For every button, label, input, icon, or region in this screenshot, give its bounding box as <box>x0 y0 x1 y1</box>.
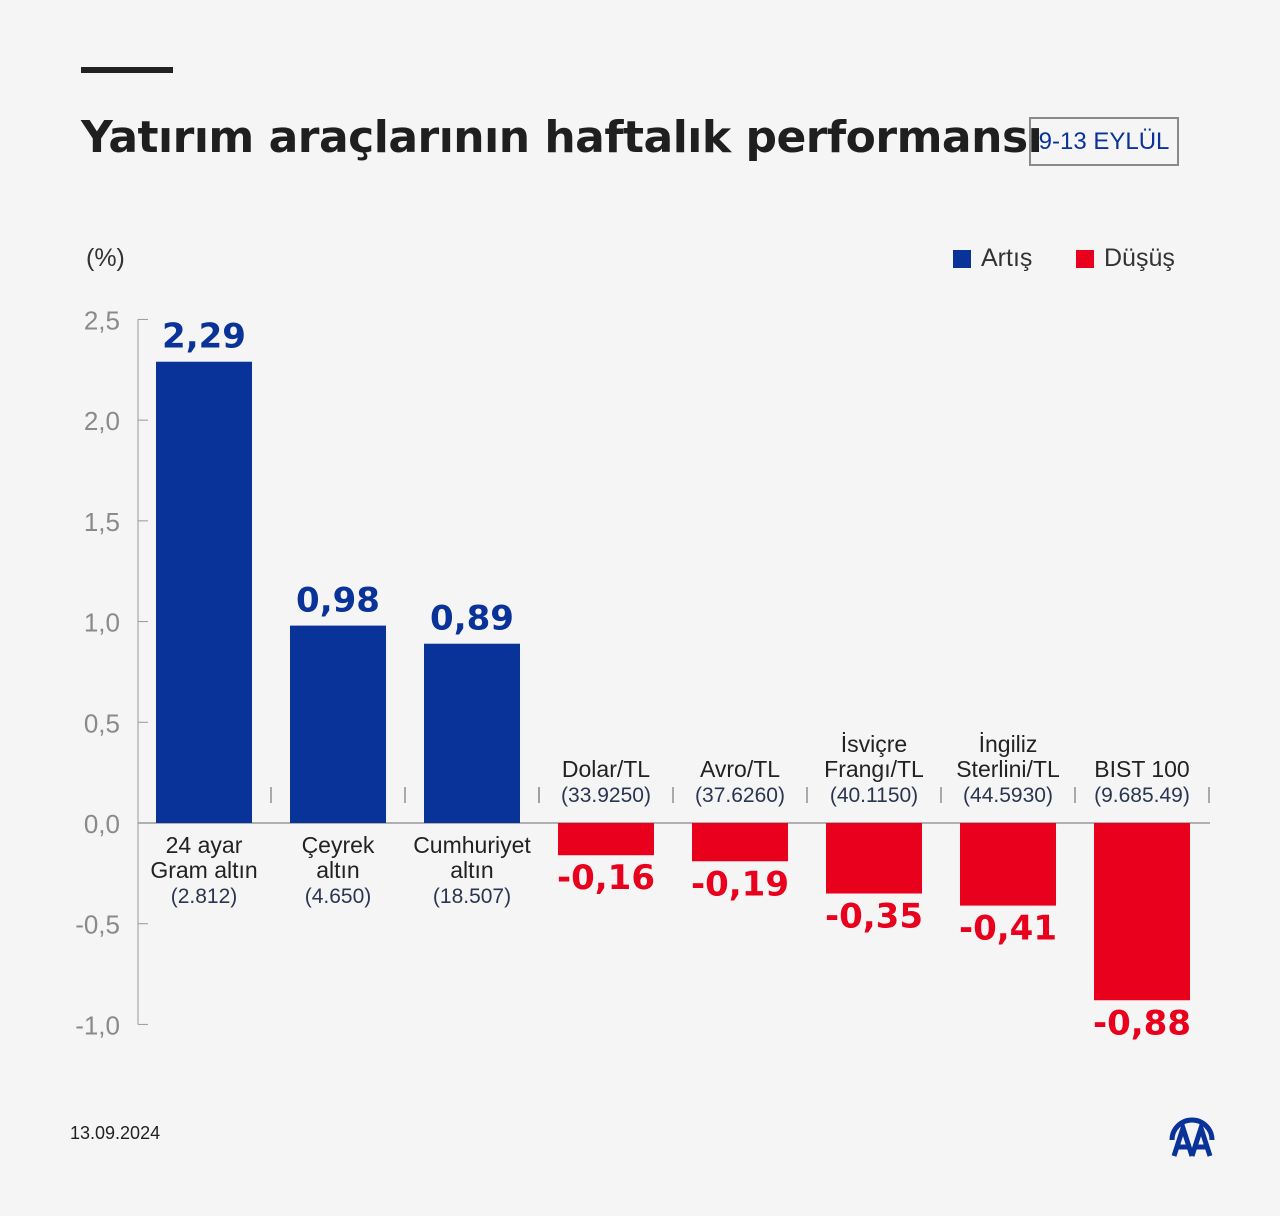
category-label: Frangı/TL <box>824 756 924 782</box>
legend-item-decrease: Düşüş <box>1076 244 1175 273</box>
category-price: (9.685.49) <box>1094 784 1190 807</box>
category-label: Çeyrek <box>302 832 375 858</box>
category-label: altın <box>450 857 493 883</box>
category-label: BIST 100 <box>1094 756 1189 782</box>
legend-label: Artış <box>981 244 1033 272</box>
data-label: 0,98 <box>296 581 380 621</box>
category-label: Dolar/TL <box>562 756 650 782</box>
bar <box>1094 823 1190 1001</box>
category-price: (33.9250) <box>561 784 651 807</box>
bar <box>558 823 654 856</box>
category-price: (2.812) <box>171 885 238 908</box>
decorative-bar <box>81 67 173 73</box>
data-label: -0,41 <box>959 909 1057 949</box>
category-price: (40.1150) <box>830 784 918 807</box>
aa-logo <box>1168 1110 1216 1163</box>
y-tick-label: 0,5 <box>84 708 120 738</box>
y-tick-label: 0,0 <box>84 809 120 839</box>
category-label: İngiliz <box>979 731 1038 757</box>
bar <box>960 823 1056 906</box>
category-label: Gram altın <box>150 857 257 883</box>
data-label: -0,19 <box>691 864 789 904</box>
y-tick-label: 1,0 <box>84 608 120 638</box>
bar <box>826 823 922 894</box>
category-label: İsviçre <box>841 731 907 757</box>
bar <box>424 643 520 823</box>
bar <box>692 823 788 862</box>
category-label: 24 ayar <box>166 832 243 858</box>
data-label: -0,16 <box>557 858 655 898</box>
category-price: (4.650) <box>305 885 372 908</box>
y-tick-label: -1,0 <box>75 1010 120 1040</box>
legend-swatch <box>953 249 971 268</box>
category-price: (44.5930) <box>963 784 1053 807</box>
legend-swatch <box>1076 249 1094 268</box>
category-label: altın <box>316 857 359 883</box>
chart-title: Yatırım araçlarının haftalık performansı <box>81 112 1043 163</box>
footer-date: 13.09.2024 <box>70 1123 161 1143</box>
category-label: Sterlini/TL <box>956 756 1060 782</box>
data-label: -0,88 <box>1093 1003 1191 1043</box>
data-label: 0,89 <box>430 599 514 639</box>
y-axis-unit: (%) <box>86 244 125 272</box>
bar <box>290 625 386 823</box>
data-label: 2,29 <box>162 317 246 357</box>
y-tick-label: 1,5 <box>84 507 120 537</box>
bar <box>156 361 252 823</box>
date-range-badge: 9-13 EYLÜL <box>1029 117 1179 166</box>
data-label: -0,35 <box>825 897 923 937</box>
category-price: (18.507) <box>433 885 511 908</box>
y-tick-label: -0,5 <box>75 910 120 940</box>
y-tick-label: 2,0 <box>84 406 120 436</box>
category-label: Avro/TL <box>700 756 780 782</box>
legend-label: Düşüş <box>1104 244 1175 272</box>
y-tick-label: 2,5 <box>84 305 120 335</box>
category-price: (37.6260) <box>695 784 785 807</box>
category-label: Cumhuriyet <box>413 832 531 858</box>
legend-item-increase: Artış <box>953 244 1032 273</box>
